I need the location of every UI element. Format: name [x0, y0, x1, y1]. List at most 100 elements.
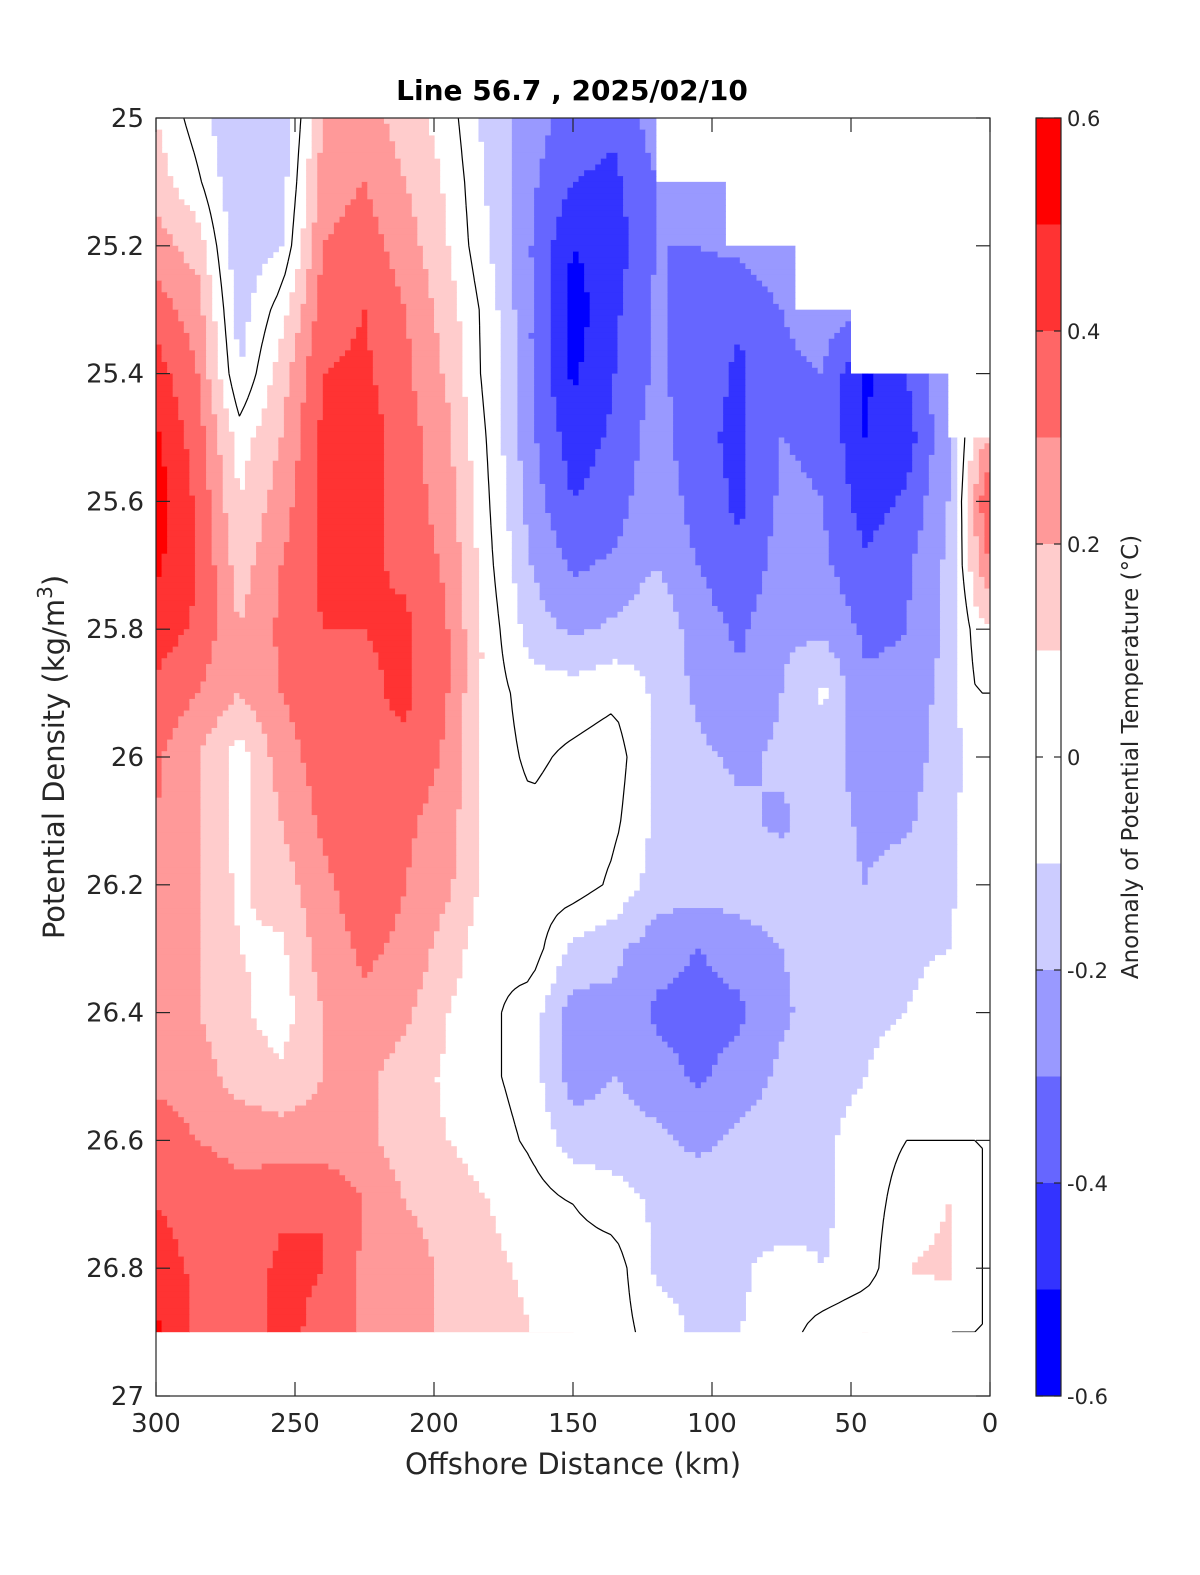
field-cell — [278, 576, 318, 584]
field-cell — [862, 431, 869, 439]
field-cell — [417, 408, 452, 415]
field-cell — [295, 501, 318, 508]
field-cell — [378, 652, 413, 659]
field-cell — [156, 1326, 163, 1333]
field-cell — [156, 762, 163, 770]
field-cell — [734, 513, 746, 520]
field-cell — [445, 594, 463, 601]
field-cell — [862, 878, 869, 886]
field-cell — [156, 675, 207, 683]
field-cell — [456, 838, 480, 845]
field-cell — [156, 1314, 190, 1322]
field-cell — [678, 1308, 746, 1316]
field-cell — [200, 925, 240, 932]
field-cell — [650, 739, 708, 746]
field-cell — [383, 948, 430, 956]
field-cell — [278, 588, 318, 595]
field-cell — [667, 356, 735, 363]
field-cell — [851, 797, 919, 805]
field-cell — [422, 460, 452, 468]
field-cell — [411, 367, 441, 375]
field-cell — [411, 344, 441, 351]
y-tick-label: 26.2 — [86, 871, 144, 901]
field-cell — [828, 530, 863, 537]
field-cell — [445, 710, 463, 717]
field-cell — [172, 303, 202, 311]
field-cell — [206, 739, 235, 746]
field-cell — [156, 1262, 185, 1269]
field-cell — [317, 152, 396, 160]
field-cell — [511, 571, 535, 578]
field-cell — [923, 309, 974, 317]
field-cell — [383, 425, 424, 433]
field-cell — [306, 205, 318, 212]
field-cell — [156, 878, 202, 886]
field-cell — [189, 460, 207, 468]
field-cell — [561, 205, 624, 212]
field-cell — [156, 1070, 218, 1078]
field-cell — [156, 791, 163, 799]
field-cell — [445, 373, 463, 381]
field-cell — [623, 181, 657, 189]
field-cell — [233, 594, 246, 601]
field-cell — [917, 298, 974, 305]
field-cell — [156, 797, 202, 805]
field-cell — [928, 489, 952, 497]
field-cell — [161, 437, 185, 444]
field-cell — [767, 553, 830, 561]
field-cell — [156, 443, 163, 450]
field-cell — [945, 536, 958, 543]
field-cell — [194, 547, 213, 555]
field-cell — [617, 361, 652, 369]
field-cell — [828, 542, 863, 549]
field-cell — [467, 669, 480, 677]
field-cell — [306, 780, 435, 787]
field-cell — [250, 454, 279, 462]
field-cell — [267, 1291, 313, 1298]
field-cell — [267, 745, 302, 752]
field-cell — [156, 234, 174, 241]
field-cell — [306, 1303, 357, 1310]
field-cell — [745, 1006, 796, 1014]
field-cell — [534, 309, 552, 317]
field-cell — [667, 582, 708, 590]
field-cell — [700, 565, 769, 572]
field-cell — [495, 298, 513, 305]
field-cell — [550, 315, 569, 322]
field-cell — [189, 698, 235, 706]
field-cell — [306, 391, 324, 398]
field-cell — [389, 1163, 468, 1171]
field-cell — [200, 873, 235, 880]
field-cell — [206, 1030, 263, 1037]
field-cell — [244, 1099, 307, 1107]
field-cell — [439, 571, 463, 578]
field-cell — [250, 704, 291, 712]
field-cell — [450, 681, 468, 688]
field-cell — [939, 1221, 952, 1229]
field-cell — [233, 571, 252, 578]
field-cell — [206, 373, 218, 381]
field-cell — [289, 971, 318, 979]
field-cell — [578, 367, 619, 375]
field-cell — [667, 361, 730, 369]
field-cell — [862, 367, 869, 375]
field-cell — [322, 1256, 357, 1263]
field-cell — [928, 478, 952, 485]
field-cell — [261, 536, 291, 543]
field-cell — [867, 873, 958, 880]
colorbar-tick-label: 0.6 — [1067, 107, 1100, 131]
field-cell — [851, 611, 908, 619]
field-cell — [511, 193, 535, 200]
field-cell — [456, 507, 474, 514]
field-cell — [578, 257, 630, 264]
field-cell — [967, 518, 974, 526]
field-cell — [372, 373, 413, 381]
field-cell — [389, 257, 424, 264]
field-cell — [856, 513, 885, 520]
field-cell — [228, 245, 279, 253]
field-cell — [539, 449, 563, 456]
field-cell — [550, 245, 630, 253]
field-cell — [951, 478, 958, 485]
field-cell — [545, 507, 630, 514]
field-cell — [300, 228, 313, 235]
